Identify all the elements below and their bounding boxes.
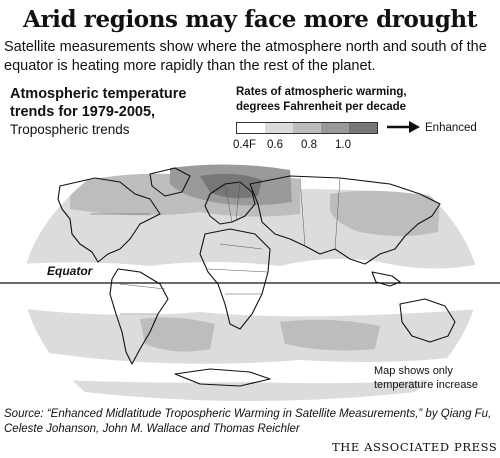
map-note: Map shows only temperature increase [374, 365, 478, 391]
map-subtitle: Satellite measurements show where the at… [4, 39, 487, 74]
map-title: Arid regions may face more drought [23, 6, 477, 33]
legend-tick-2: 0.6 [267, 139, 283, 151]
equator-label: Equator [47, 264, 93, 278]
legend-title-line1: Rates of atmospheric warming, [236, 86, 407, 98]
legend-swatch-4 [321, 123, 349, 133]
credit-line: THE ASSOCIATED PRESS [332, 440, 498, 454]
map-heading-line1: Atmospheric temperature [10, 86, 187, 102]
continent-outlines [57, 167, 456, 387]
world-map [0, 163, 500, 401]
legend-color-scale [236, 122, 378, 134]
country-borders [90, 177, 341, 315]
legend-tick-4: 1.0 [335, 139, 351, 151]
map-heading-line2: trends for 1979-2005, [10, 104, 156, 120]
legend-swatch-3 [293, 123, 321, 133]
legend-enhanced-label: Enhanced [425, 122, 477, 134]
legend-swatch-1 [237, 123, 265, 133]
map-heading: Atmospheric temperature trends for 1979-… [10, 85, 230, 121]
map-heading-line3: Tropospheric trends [10, 122, 130, 137]
legend-tick-1: 0.4F [233, 139, 257, 151]
legend-title-line2: degrees Fahrenheit per decade [236, 101, 407, 113]
arrow-right-icon [387, 121, 420, 133]
legend-swatch-2 [265, 123, 293, 133]
legend-tick-3: 0.8 [301, 139, 317, 151]
legend-swatch-5 [349, 123, 377, 133]
source-citation: Source: “Enhanced Midlatitude Tropospher… [4, 408, 492, 435]
legend-title: Rates of atmospheric warming, degrees Fa… [236, 85, 446, 115]
